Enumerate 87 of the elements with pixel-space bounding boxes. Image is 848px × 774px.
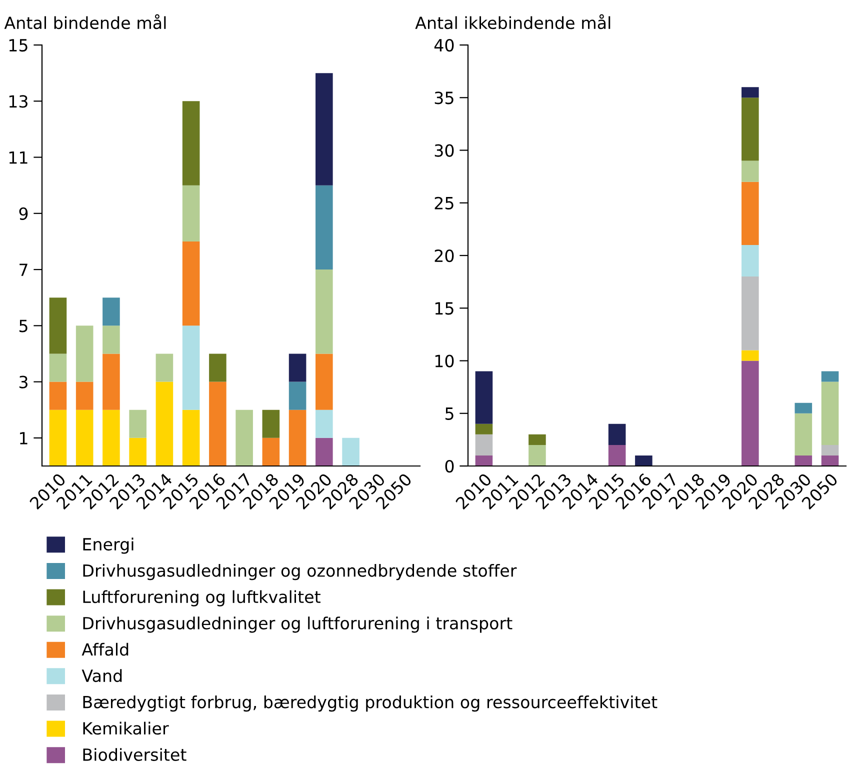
bar	[76, 326, 94, 382]
legend-label: Bæredygtigt forbrug, bæredygtig produktion og ressourceeffektivitet	[83, 695, 658, 712]
legend-label: Kemikalier	[83, 722, 169, 735]
bar	[794, 402, 812, 414]
bar	[182, 326, 200, 410]
bar	[742, 87, 759, 98]
y-tick-label: 40	[434, 38, 454, 52]
legend-label: Biodiversitet	[83, 748, 186, 761]
bar	[742, 98, 759, 161]
bar	[209, 354, 226, 382]
y-tick-label: 30	[434, 144, 454, 157]
y-tick-label: 9	[19, 207, 28, 220]
bar	[794, 413, 812, 456]
bar	[49, 354, 67, 382]
bar	[821, 455, 839, 466]
bar	[49, 382, 67, 410]
legend-label: Luftforurening og luftkvalitet	[83, 590, 320, 606]
legend-label: Drivhusgasudledninger og ozonnedbrydende stoffer	[83, 564, 517, 580]
bar	[156, 382, 174, 466]
bar	[342, 438, 360, 466]
bar	[475, 455, 493, 466]
bar	[156, 354, 174, 382]
y-tick-label: 11	[9, 151, 28, 164]
bar	[316, 410, 333, 438]
y-tick-label: 20	[434, 249, 454, 262]
y-tick-label: 5	[445, 408, 454, 420]
bar	[794, 455, 812, 466]
bar	[742, 160, 759, 182]
bar	[316, 185, 333, 270]
bar	[288, 354, 306, 382]
y-tick-label: 0	[445, 460, 454, 473]
bar	[288, 382, 306, 410]
bar	[102, 298, 120, 326]
bar	[821, 371, 839, 382]
bar	[316, 354, 333, 410]
bar	[262, 410, 280, 438]
bar	[742, 244, 759, 277]
bar	[102, 326, 120, 354]
bar	[475, 371, 493, 424]
bar	[608, 424, 626, 445]
y-tick-label: 10	[435, 354, 454, 368]
bar	[475, 424, 493, 434]
bar	[182, 410, 200, 466]
bar	[742, 182, 759, 245]
bar	[821, 382, 839, 445]
chart-title: Antal bindende mål	[4, 14, 166, 30]
chart-title: Antal ikkebindende mål	[415, 14, 610, 30]
bar	[182, 101, 200, 186]
bar	[742, 360, 759, 466]
bar	[209, 382, 226, 466]
bar	[821, 444, 839, 456]
bar	[742, 276, 759, 350]
legend-label: Drivhusgasudledninger og luftforurening i transport	[83, 616, 512, 633]
bar	[288, 410, 306, 466]
y-tick-label: 3	[19, 376, 28, 388]
y-tick-label: 5	[19, 320, 28, 332]
y-tick-label: 7	[20, 264, 28, 276]
bar	[316, 438, 333, 466]
bar	[742, 350, 759, 361]
legend-label: Affald	[82, 642, 128, 656]
bar	[76, 410, 94, 466]
bar	[129, 410, 146, 438]
bar	[236, 410, 253, 466]
bar	[316, 270, 333, 354]
legend-label: Energi	[83, 538, 134, 554]
bar	[316, 73, 333, 186]
bar	[528, 434, 546, 445]
bar	[262, 438, 280, 466]
bar	[182, 241, 200, 326]
y-tick-label: 25	[434, 196, 454, 210]
bar	[49, 410, 67, 466]
bar	[528, 444, 546, 466]
legend-label: Vand	[82, 669, 122, 682]
bar	[76, 382, 94, 410]
bar	[129, 438, 146, 466]
bar	[182, 185, 200, 242]
bar	[49, 298, 67, 354]
y-tick-label: 15	[9, 39, 28, 52]
y-tick-label: 1	[20, 432, 28, 444]
bar	[102, 410, 120, 466]
y-tick-label: 35	[434, 92, 454, 104]
y-tick-label: 15	[435, 302, 454, 315]
bar	[102, 354, 120, 410]
bar	[635, 455, 652, 466]
bar	[475, 434, 493, 456]
y-tick-label: 13	[9, 95, 28, 108]
bar	[608, 444, 626, 466]
